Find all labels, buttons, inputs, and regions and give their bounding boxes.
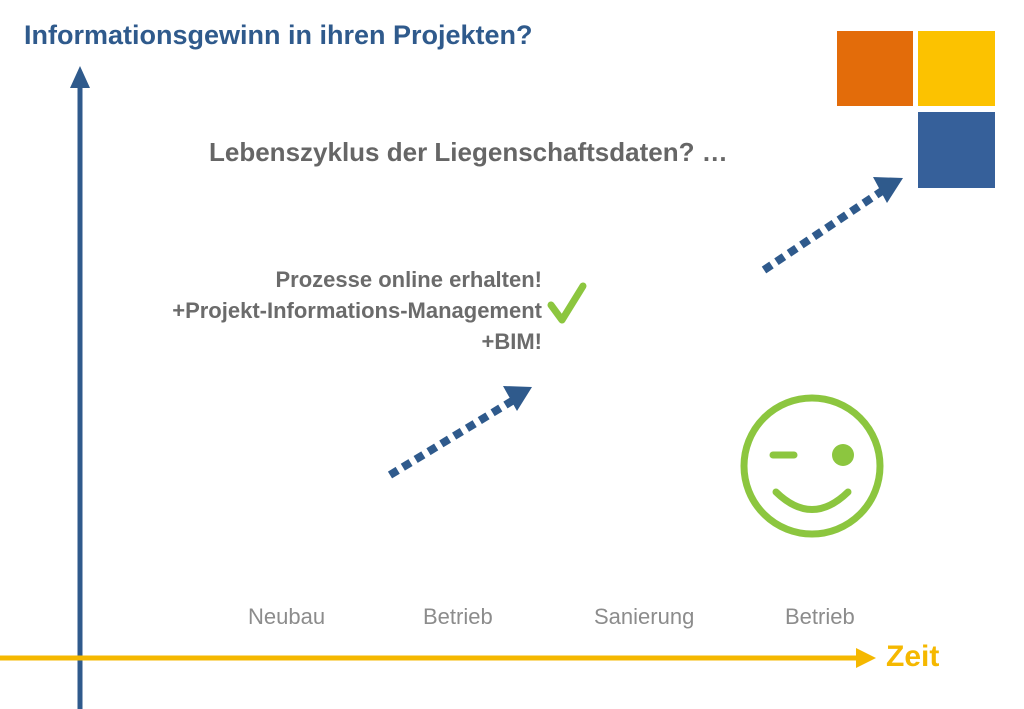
process-text-block: Prozesse online erhalten! +Projekt-Infor… — [172, 264, 542, 357]
phase-label-neubau: Neubau — [248, 604, 326, 629]
x-axis-label: Zeit — [886, 640, 940, 673]
phase-label-betrieb-1: Betrieb — [423, 604, 493, 629]
dotted-arrow-lower — [387, 386, 532, 479]
y-axis-arrow — [70, 66, 90, 709]
logo-square-blue — [918, 112, 995, 188]
process-line-bim: +BIM! — [481, 329, 543, 354]
page-title: Informationsgewinn in ihren Projekten? — [24, 20, 533, 50]
phase-label-sanierung: Sanierung — [594, 604, 695, 629]
process-line-online: Prozesse online erhalten! — [275, 267, 542, 292]
logo-square-orange — [837, 31, 913, 106]
logo-square-yellow — [918, 31, 995, 106]
lifecycle-question: Lebenszyklus der Liegenschaftsdaten? … — [209, 137, 728, 167]
dotted-arrow-upper — [761, 177, 903, 274]
phase-label-betrieb-2: Betrieb — [785, 604, 855, 629]
process-line-pim: +Projekt-Informations-Management — [172, 298, 542, 323]
winking-smiley-icon — [740, 394, 884, 538]
checkmark-icon — [547, 282, 587, 324]
x-axis-arrow — [0, 648, 876, 668]
